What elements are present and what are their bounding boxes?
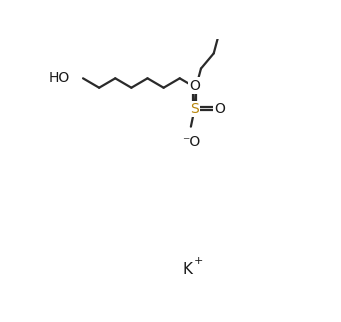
- Text: S: S: [190, 102, 199, 116]
- Text: O: O: [189, 79, 200, 92]
- Text: HO: HO: [48, 71, 69, 85]
- Text: K: K: [182, 262, 192, 277]
- Text: ⁻O: ⁻O: [182, 135, 200, 148]
- Text: +: +: [193, 255, 203, 266]
- Text: O: O: [214, 102, 225, 116]
